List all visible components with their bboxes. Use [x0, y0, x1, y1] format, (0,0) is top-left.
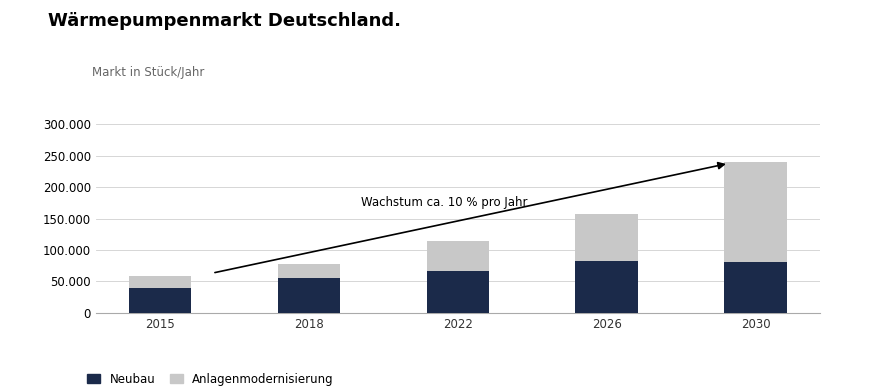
Bar [277, 278, 340, 313]
Bar [725, 262, 787, 313]
Legend: Neubau, Anlagenmodernisierung: Neubau, Anlagenmodernisierung [87, 373, 334, 386]
Text: Markt in Stück/Jahr: Markt in Stück/Jahr [92, 66, 204, 79]
Bar [129, 276, 191, 288]
Bar [576, 261, 638, 313]
Bar [426, 241, 489, 271]
Bar [277, 264, 340, 278]
Text: Wachstum ca. 10 % pro Jahr: Wachstum ca. 10 % pro Jahr [361, 196, 528, 209]
Bar [129, 288, 191, 313]
Bar [725, 162, 787, 262]
Bar [426, 271, 489, 313]
Text: Wärmepumpenmarkt Deutschland.: Wärmepumpenmarkt Deutschland. [48, 12, 401, 30]
Bar [576, 213, 638, 261]
